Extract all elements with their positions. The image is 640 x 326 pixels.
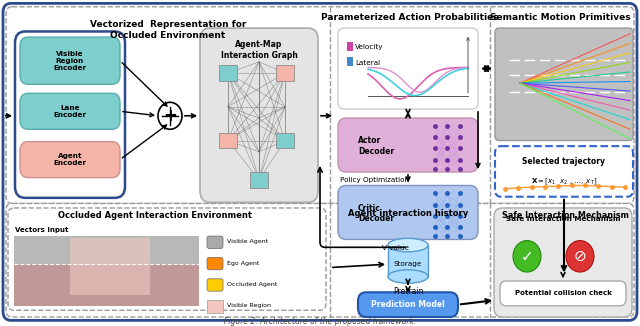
FancyBboxPatch shape — [338, 28, 478, 109]
Bar — [219, 133, 237, 148]
Text: Velocity: Velocity — [355, 44, 383, 50]
FancyBboxPatch shape — [20, 93, 120, 129]
Text: Visible
Region
Encoder: Visible Region Encoder — [54, 51, 86, 71]
Text: Figure 2: Architecture of the proposed framework.: Figure 2: Architecture of the proposed f… — [224, 317, 416, 326]
FancyBboxPatch shape — [338, 185, 478, 239]
FancyBboxPatch shape — [6, 7, 634, 203]
Text: Visible Agent: Visible Agent — [227, 239, 268, 244]
FancyBboxPatch shape — [338, 118, 478, 172]
Ellipse shape — [388, 238, 428, 252]
FancyBboxPatch shape — [20, 37, 120, 84]
Text: Critic
Decoder: Critic Decoder — [358, 204, 394, 223]
Text: Vectors input: Vectors input — [15, 227, 68, 233]
Text: Policy Optimization: Policy Optimization — [340, 177, 409, 183]
Text: Semantic Motion Primitives: Semantic Motion Primitives — [490, 13, 630, 22]
Text: Storage: Storage — [394, 261, 422, 267]
Text: Safe Interaction Mechanism: Safe Interaction Mechanism — [506, 216, 620, 222]
Text: Selected trajectory: Selected trajectory — [522, 157, 605, 166]
Text: Occluded Agent: Occluded Agent — [227, 282, 277, 287]
FancyBboxPatch shape — [207, 258, 223, 270]
Text: Visible Region: Visible Region — [227, 303, 271, 308]
Ellipse shape — [388, 270, 428, 283]
FancyBboxPatch shape — [207, 279, 223, 291]
Circle shape — [566, 241, 594, 272]
Text: ⊘: ⊘ — [573, 249, 586, 264]
FancyBboxPatch shape — [20, 141, 120, 178]
FancyBboxPatch shape — [200, 28, 318, 202]
Text: Prediction Model: Prediction Model — [371, 300, 445, 309]
Circle shape — [513, 241, 541, 272]
Text: Vectorized  Representation for
Occluded Environment: Vectorized Representation for Occluded E… — [90, 20, 246, 40]
Text: Agent
Encoder: Agent Encoder — [54, 153, 86, 166]
Bar — [70, 238, 150, 294]
Text: V value: V value — [381, 245, 408, 251]
Bar — [276, 65, 294, 81]
FancyBboxPatch shape — [207, 236, 223, 248]
Bar — [207, 300, 223, 313]
Text: Occluded Agent Interaction Environment: Occluded Agent Interaction Environment — [58, 211, 252, 220]
Text: ✓: ✓ — [520, 249, 533, 264]
Text: Actor
Decoder: Actor Decoder — [358, 137, 394, 156]
FancyBboxPatch shape — [15, 32, 125, 198]
Bar — [388, 245, 428, 276]
Text: Potential collision check: Potential collision check — [515, 290, 611, 296]
Bar — [250, 172, 268, 188]
Text: Pretrain: Pretrain — [393, 287, 423, 296]
FancyBboxPatch shape — [495, 146, 633, 197]
Text: Agent-Map
Interaction Graph: Agent-Map Interaction Graph — [221, 40, 298, 60]
Bar — [14, 236, 199, 306]
Bar — [219, 65, 237, 81]
Text: $\mathbf{X}=[x_1\ \ x_2\ ,\ldots,\ x_T]$: $\mathbf{X}=[x_1\ \ x_2\ ,\ldots,\ x_T]$ — [531, 176, 597, 187]
Text: Safe Interaction Mechanism: Safe Interaction Mechanism — [502, 211, 628, 220]
Bar — [14, 264, 199, 306]
Bar — [347, 57, 353, 66]
Text: Lane
Encoder: Lane Encoder — [54, 105, 86, 118]
FancyBboxPatch shape — [500, 281, 626, 306]
Text: Lateral: Lateral — [355, 60, 380, 66]
Text: +: + — [163, 107, 177, 125]
FancyBboxPatch shape — [3, 3, 637, 320]
Bar — [276, 133, 294, 148]
Text: Agent interaction history: Agent interaction history — [348, 209, 468, 218]
FancyBboxPatch shape — [8, 208, 326, 310]
Circle shape — [158, 102, 182, 129]
FancyBboxPatch shape — [358, 292, 458, 317]
Bar — [347, 42, 353, 51]
FancyBboxPatch shape — [6, 203, 634, 317]
FancyBboxPatch shape — [494, 208, 632, 317]
Text: Ego Agent: Ego Agent — [227, 260, 259, 266]
FancyBboxPatch shape — [495, 28, 633, 141]
Text: Parameterized Action Probabilities: Parameterized Action Probabilities — [321, 13, 499, 22]
